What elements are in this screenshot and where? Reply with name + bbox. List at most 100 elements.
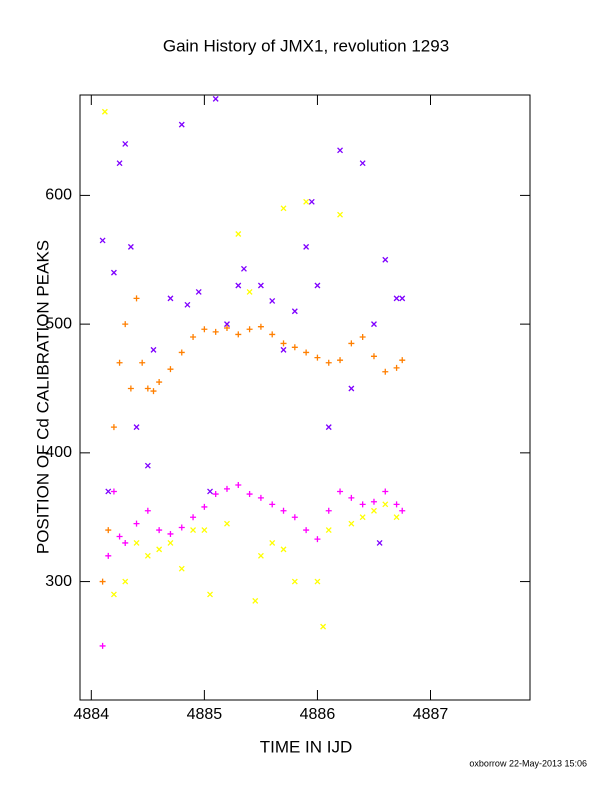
data-point [224,520,230,527]
data-point [269,331,276,338]
data-point [399,295,406,302]
data-point [359,514,366,521]
data-point [291,308,298,315]
data-point [393,364,400,371]
data-point [156,546,163,553]
y-tick-label: 500 [45,315,72,332]
data-point [382,256,389,263]
data-point [110,591,117,598]
data-point [314,282,321,289]
data-point [240,265,247,272]
data-point [393,501,400,508]
data-point [235,482,242,489]
data-point [348,385,355,392]
data-point [337,147,344,154]
x-axis-label: TIME IN IJD [260,737,353,756]
data-point [314,354,321,361]
y-tick-label: 600 [45,187,72,204]
data-point [257,552,264,559]
data-point [269,539,276,546]
data-point [376,539,383,546]
data-point [257,323,264,330]
data-point [167,539,174,546]
x-tick-label: 4885 [187,706,223,723]
data-point [235,231,242,237]
data-point [359,160,366,167]
data-point [246,491,253,498]
data-point [150,388,157,395]
data-point [133,520,140,527]
data-point [224,321,230,328]
data-point [371,507,377,514]
data-point [156,527,163,534]
data-point [178,524,185,531]
data-point [122,578,129,585]
data-point [212,95,219,102]
data-point [110,488,117,495]
data-point [144,385,151,392]
data-point [337,357,344,364]
data-point [178,121,185,128]
x-tick-label: 4887 [413,706,449,723]
data-point [122,539,129,546]
data-point [382,488,389,495]
data-point [105,527,112,534]
data-point [144,507,151,514]
data-point [303,349,310,356]
data-point [269,501,276,508]
data-point [190,334,197,340]
data-point [195,288,202,295]
data-point [303,243,310,250]
data-point [110,269,117,276]
data-point [348,340,355,347]
data-point [325,424,332,431]
data-point [269,297,276,304]
data-point [371,321,377,328]
data-point [167,295,174,302]
data-point [99,642,106,649]
data-point [337,488,344,495]
data-point [280,205,287,212]
data-point [235,282,242,289]
data-point [280,346,287,353]
data-point [127,243,134,250]
data-point [325,359,332,366]
footer: oxborrow 22-May-2013 15:06 [469,758,587,768]
data-point [359,334,366,340]
data-point [359,501,366,508]
data-point [257,494,264,501]
data-point [122,140,129,147]
data-point [167,366,174,373]
data-point [144,462,151,469]
data-point [370,353,377,360]
data-point [116,359,123,366]
data-point [116,160,123,167]
data-point [314,536,321,543]
data-point [303,527,310,534]
data-point [133,295,140,302]
data-point [320,623,327,630]
data-point [122,321,129,328]
data-point [257,282,264,289]
data-point [399,357,406,364]
data-point [348,520,355,527]
data-point [201,326,208,333]
data-point [212,328,219,335]
data-point [190,527,197,534]
data-point [370,498,377,505]
data-point [190,514,197,521]
data-point [127,385,134,392]
y-tick-label: 400 [45,444,72,461]
data-point [348,494,355,501]
data-point [167,530,174,537]
data-point [99,237,106,244]
data-point [184,301,191,308]
data-point [133,424,140,431]
data-point [178,565,185,572]
data-point [399,507,406,514]
y-axis-label: POSITION OF Cd CALIBRATION PEAKS [33,240,52,554]
data-point [393,295,400,302]
data-point [201,527,208,534]
data-point [252,597,259,604]
